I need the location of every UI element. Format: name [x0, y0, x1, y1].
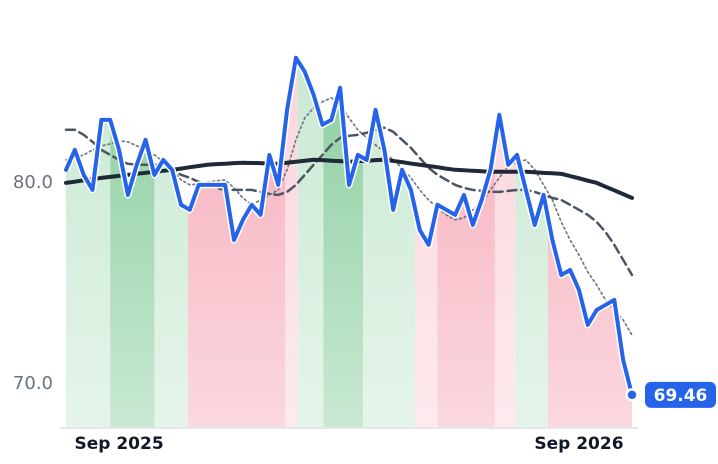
last-value-label: 69.46 — [654, 386, 708, 406]
y-tick-label: 80.0 — [13, 172, 53, 193]
x-tick-label: Sep 2025 — [74, 434, 163, 454]
x-tick-label: Sep 2026 — [534, 434, 623, 454]
y-tick-label: 70.0 — [13, 373, 53, 394]
lines — [60, 54, 639, 429]
last-value-box — [645, 381, 716, 408]
labels: 70.0 80.0 Sep 2025 Sep 2026 69.46 — [13, 172, 716, 454]
series-line — [64, 55, 634, 397]
last-point — [625, 388, 639, 402]
